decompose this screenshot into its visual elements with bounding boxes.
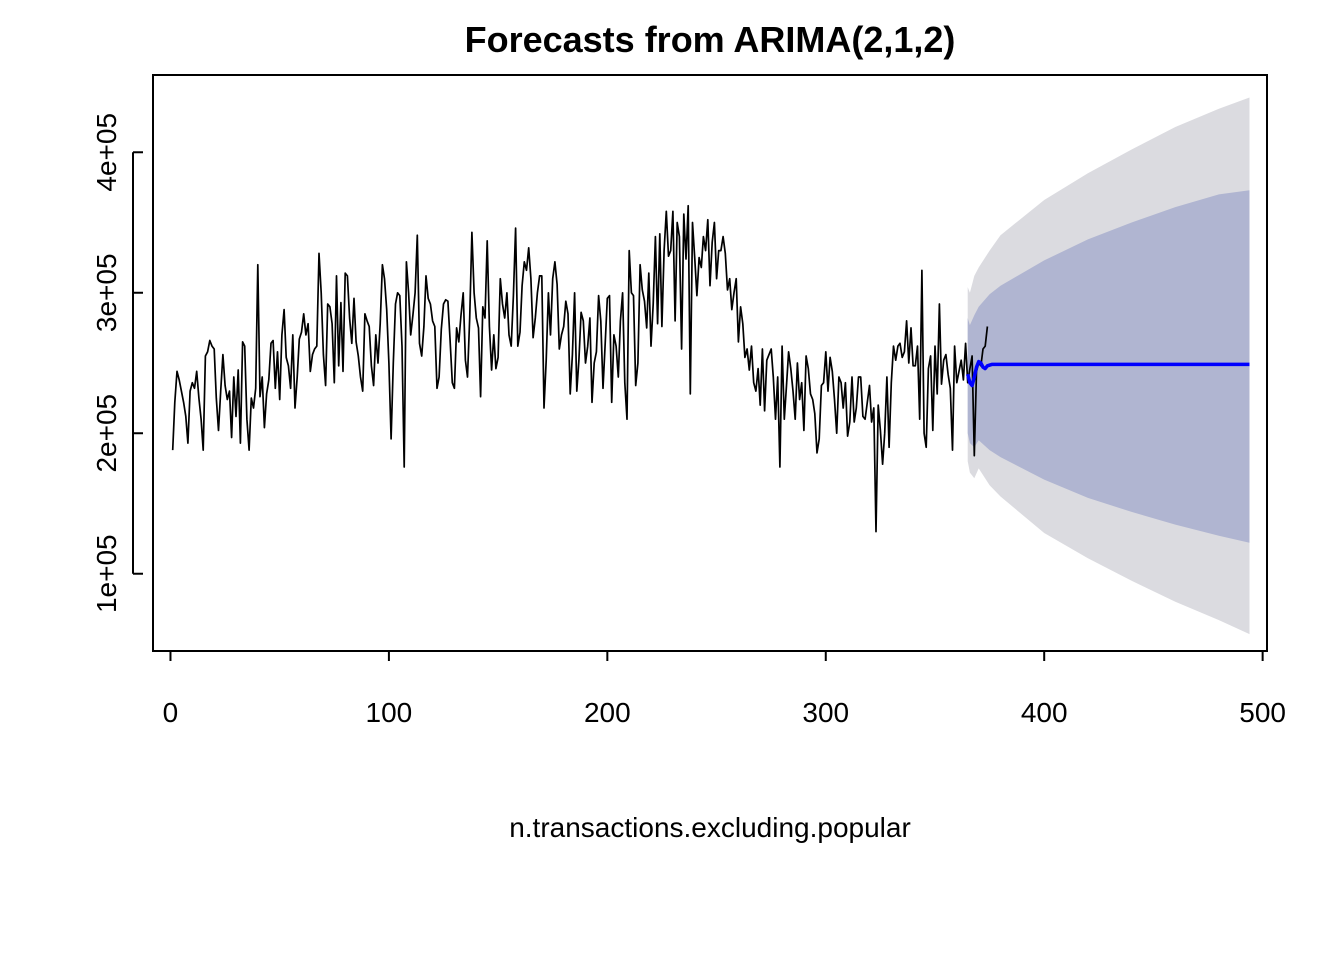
y-axis: 1e+05 2e+05 3e+05 4e+05 (91, 113, 143, 613)
y-tick-label: 4e+05 (91, 113, 122, 192)
y-tick-label: 2e+05 (91, 394, 122, 473)
x-tick-label: 200 (584, 697, 631, 728)
x-tick-label: 300 (802, 697, 849, 728)
chart-title: Forecasts from ARIMA(2,1,2) (465, 19, 956, 60)
y-tick-label: 1e+05 (91, 534, 122, 613)
plot-area (171, 97, 1250, 635)
x-axis: 0 100 200 300 400 500 (163, 650, 1286, 728)
x-tick-label: 100 (366, 697, 413, 728)
forecast-mean-line (966, 359, 1250, 388)
x-tick-label: 400 (1021, 697, 1068, 728)
x-tick-label: 500 (1239, 697, 1286, 728)
x-axis-title: n.transactions.excluding.popular (509, 812, 911, 843)
x-tick-label: 0 (163, 697, 179, 728)
prediction-band-80 (967, 190, 1250, 543)
observed-series-line (171, 204, 989, 533)
y-tick-label: 3e+05 (91, 253, 122, 332)
